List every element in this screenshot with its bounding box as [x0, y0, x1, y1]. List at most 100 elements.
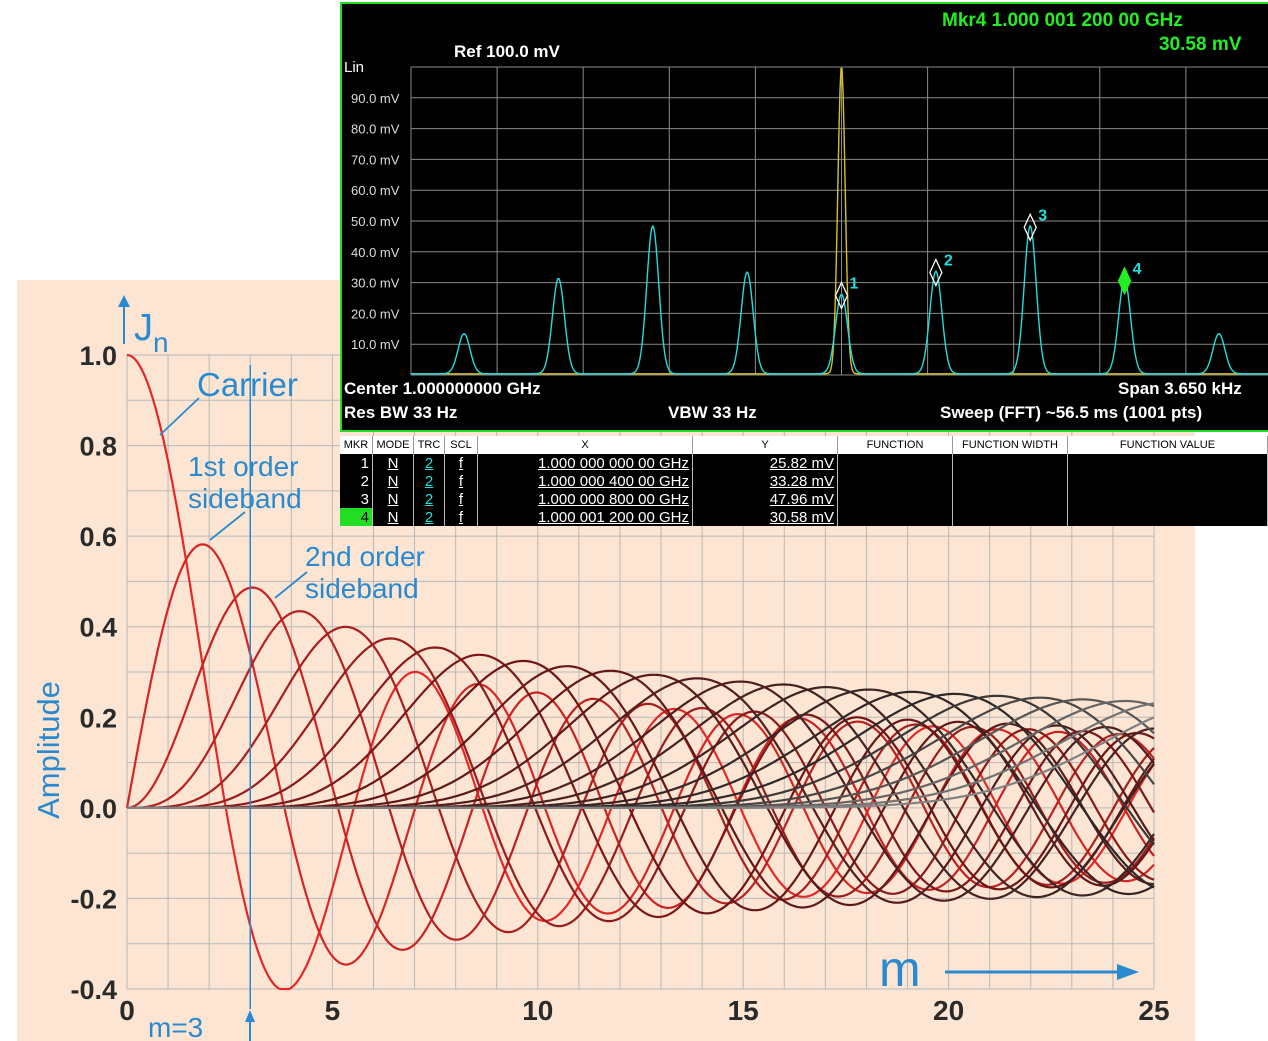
marker-y: 25.82 mV — [692, 454, 838, 472]
marker-function-value — [1067, 490, 1268, 508]
col-function-width: FUNCTION WIDTH — [952, 436, 1068, 454]
col-scl: SCL — [444, 436, 478, 454]
bessel-curve-j19 — [127, 694, 1155, 846]
y-tick-label: 0.2 — [79, 703, 117, 733]
marker-y: 30.58 mV — [692, 508, 838, 526]
marker-mode: N — [372, 508, 414, 526]
bessel-curve-j24 — [127, 716, 1155, 809]
sweep-info: Sweep (FFT) ~56.5 ms (1001 pts) — [940, 403, 1203, 422]
bessel-curve-j2 — [126, 586, 1155, 951]
spectrum-y-tick-label: 90.0 mV — [351, 91, 400, 106]
marker-function — [837, 508, 953, 526]
marker-y: 33.28 mV — [692, 472, 838, 490]
marker-function-width — [952, 508, 1068, 526]
m3-arrow — [245, 1010, 255, 1041]
col-function-value: FUNCTION VALUE — [1067, 436, 1268, 454]
m-axis-label: m — [879, 941, 921, 997]
marker-mode: N — [372, 454, 414, 472]
marker-y: 47.96 mV — [692, 490, 838, 508]
x-tick-label: 25 — [1138, 995, 1169, 1026]
marker-function — [837, 454, 953, 472]
carrier-leader — [159, 397, 200, 436]
spectrum-trace-carrier — [411, 67, 1268, 375]
scale-mode: Lin — [344, 59, 365, 76]
y-tick-label: 0.4 — [79, 613, 117, 643]
marker-trace: 2 — [413, 490, 445, 508]
col-x: X — [477, 436, 693, 454]
marker-number: 1 — [340, 454, 373, 472]
spectrum-chart: 90.0 mV 80.0 mV 70.0 mV 60.0 mV 50.0 mV 40.0 … — [351, 66, 1268, 376]
jn-arrow — [118, 295, 130, 344]
marker-trace: 2 — [413, 508, 445, 526]
res-bw: Res BW 33 Hz — [344, 403, 458, 422]
y-tick-label: -0.4 — [70, 975, 117, 1005]
first-order-label-line1: 1st order — [188, 451, 299, 482]
y-tick-label: 0.8 — [79, 432, 117, 462]
span: Span 3.650 kHz — [1118, 379, 1242, 398]
marker-diamond[interactable] — [1117, 266, 1132, 296]
spectrum-y-tick-labels: 90.0 mV 80.0 mV 70.0 mV 60.0 mV 50.0 mV 40.0 … — [351, 91, 400, 352]
marker-number-label: 4 — [1133, 261, 1142, 278]
jn-label: Jn — [134, 307, 169, 358]
x-tick-labels: 0 5 10 15 20 25 — [119, 995, 1169, 1026]
col-mkr: MKR — [340, 436, 373, 454]
marker-diamond[interactable] — [1023, 212, 1037, 242]
spectrum-y-tick-label: 10.0 mV — [351, 337, 400, 352]
marker-diamond[interactable] — [834, 280, 849, 311]
carrier-label: Carrier — [197, 366, 298, 403]
vbw: VBW 33 Hz — [668, 403, 757, 422]
x-tick-label: 15 — [728, 995, 759, 1026]
marker-row-selected[interactable]: 4 N 2 f 1.000 001 200 00 GHz 30.58 mV — [340, 508, 1268, 526]
x-tick-label: 0 — [119, 995, 135, 1026]
marker-x: 1.000 001 200 00 GHz — [477, 508, 693, 526]
spectrum-y-tick-label: 60.0 mV — [351, 183, 400, 198]
marker-row[interactable]: 2 N 2 f 1.000 000 400 00 GHz 33.28 mV — [340, 472, 1268, 490]
marker-x: 1.000 000 400 00 GHz — [477, 472, 693, 490]
marker-diamond[interactable] — [929, 257, 943, 288]
x-tick-label: 5 — [325, 995, 341, 1026]
first-order-label-line2: sideband — [188, 483, 302, 514]
first-order-leader — [209, 511, 246, 541]
marker-function-value — [1067, 472, 1268, 490]
marker-table-header: MKR MODE TRC SCL X Y FUNCTION FUNCTION W… — [340, 436, 1268, 454]
marker-number: 4 — [340, 508, 373, 526]
bessel-curve-j7 — [127, 653, 1155, 919]
second-order-leader — [274, 571, 308, 599]
bessel-curve-j0 — [126, 353, 1155, 991]
x-tick-label: 10 — [522, 995, 553, 1026]
bessel-chart: 1.0 0.8 0.6 0.4 0.2 0.0 -0.2 -0.4 0 5 10 15 20 25 Am… — [31, 295, 1170, 1041]
marker-scale: f — [444, 472, 478, 490]
col-y: Y — [692, 436, 838, 454]
bessel-curves — [125, 353, 1155, 991]
marker-row[interactable]: 3 N 2 f 1.000 000 800 00 GHz 47.96 mV — [340, 490, 1268, 508]
bessel-curve-j3 — [127, 609, 1155, 941]
spectrum-y-tick-label: 80.0 mV — [351, 122, 400, 137]
marker-scale: f — [444, 508, 478, 526]
spectrum-y-tick-label: 30.0 mV — [351, 276, 400, 291]
spectrum-trace-trace-2 — [411, 224, 1268, 375]
m3-label: m=3 — [148, 1012, 203, 1041]
x-tick-label: 20 — [933, 995, 964, 1026]
marker-function-width — [952, 490, 1068, 508]
marker-function — [837, 490, 953, 508]
spectrum-markers: 1 2 3 4 — [834, 207, 1142, 311]
y-axis-label: Amplitude — [31, 681, 66, 819]
bessel-curve-j8 — [127, 659, 1155, 915]
spectrum-y-tick-label: 70.0 mV — [351, 152, 400, 167]
marker-value: 30.58 mV — [1159, 34, 1242, 55]
marker-mode: N — [372, 490, 414, 508]
y-tick-labels: 1.0 0.8 0.6 0.4 0.2 0.0 -0.2 -0.4 — [70, 341, 117, 1005]
marker-number: 2 — [340, 472, 373, 490]
col-trc: TRC — [413, 436, 445, 454]
marker-trace: 2 — [413, 472, 445, 490]
spectrum-y-tick-label: 50.0 mV — [351, 214, 400, 229]
marker-number-label: 1 — [850, 275, 859, 292]
marker-x: 1.000 000 800 00 GHz — [477, 490, 693, 508]
marker-x: 1.000 000 000 00 GHz — [477, 454, 693, 472]
marker-readout: Mkr4 1.000 001 200 00 GHz — [942, 10, 1183, 31]
marker-scale: f — [444, 490, 478, 508]
marker-row[interactable]: 1 N 2 f 1.000 000 000 00 GHz 25.82 mV — [340, 454, 1268, 472]
spectrum-y-tick-label: 20.0 mV — [351, 306, 400, 321]
marker-table: MKR MODE TRC SCL X Y FUNCTION FUNCTION W… — [340, 436, 1268, 526]
marker-trace: 2 — [413, 454, 445, 472]
